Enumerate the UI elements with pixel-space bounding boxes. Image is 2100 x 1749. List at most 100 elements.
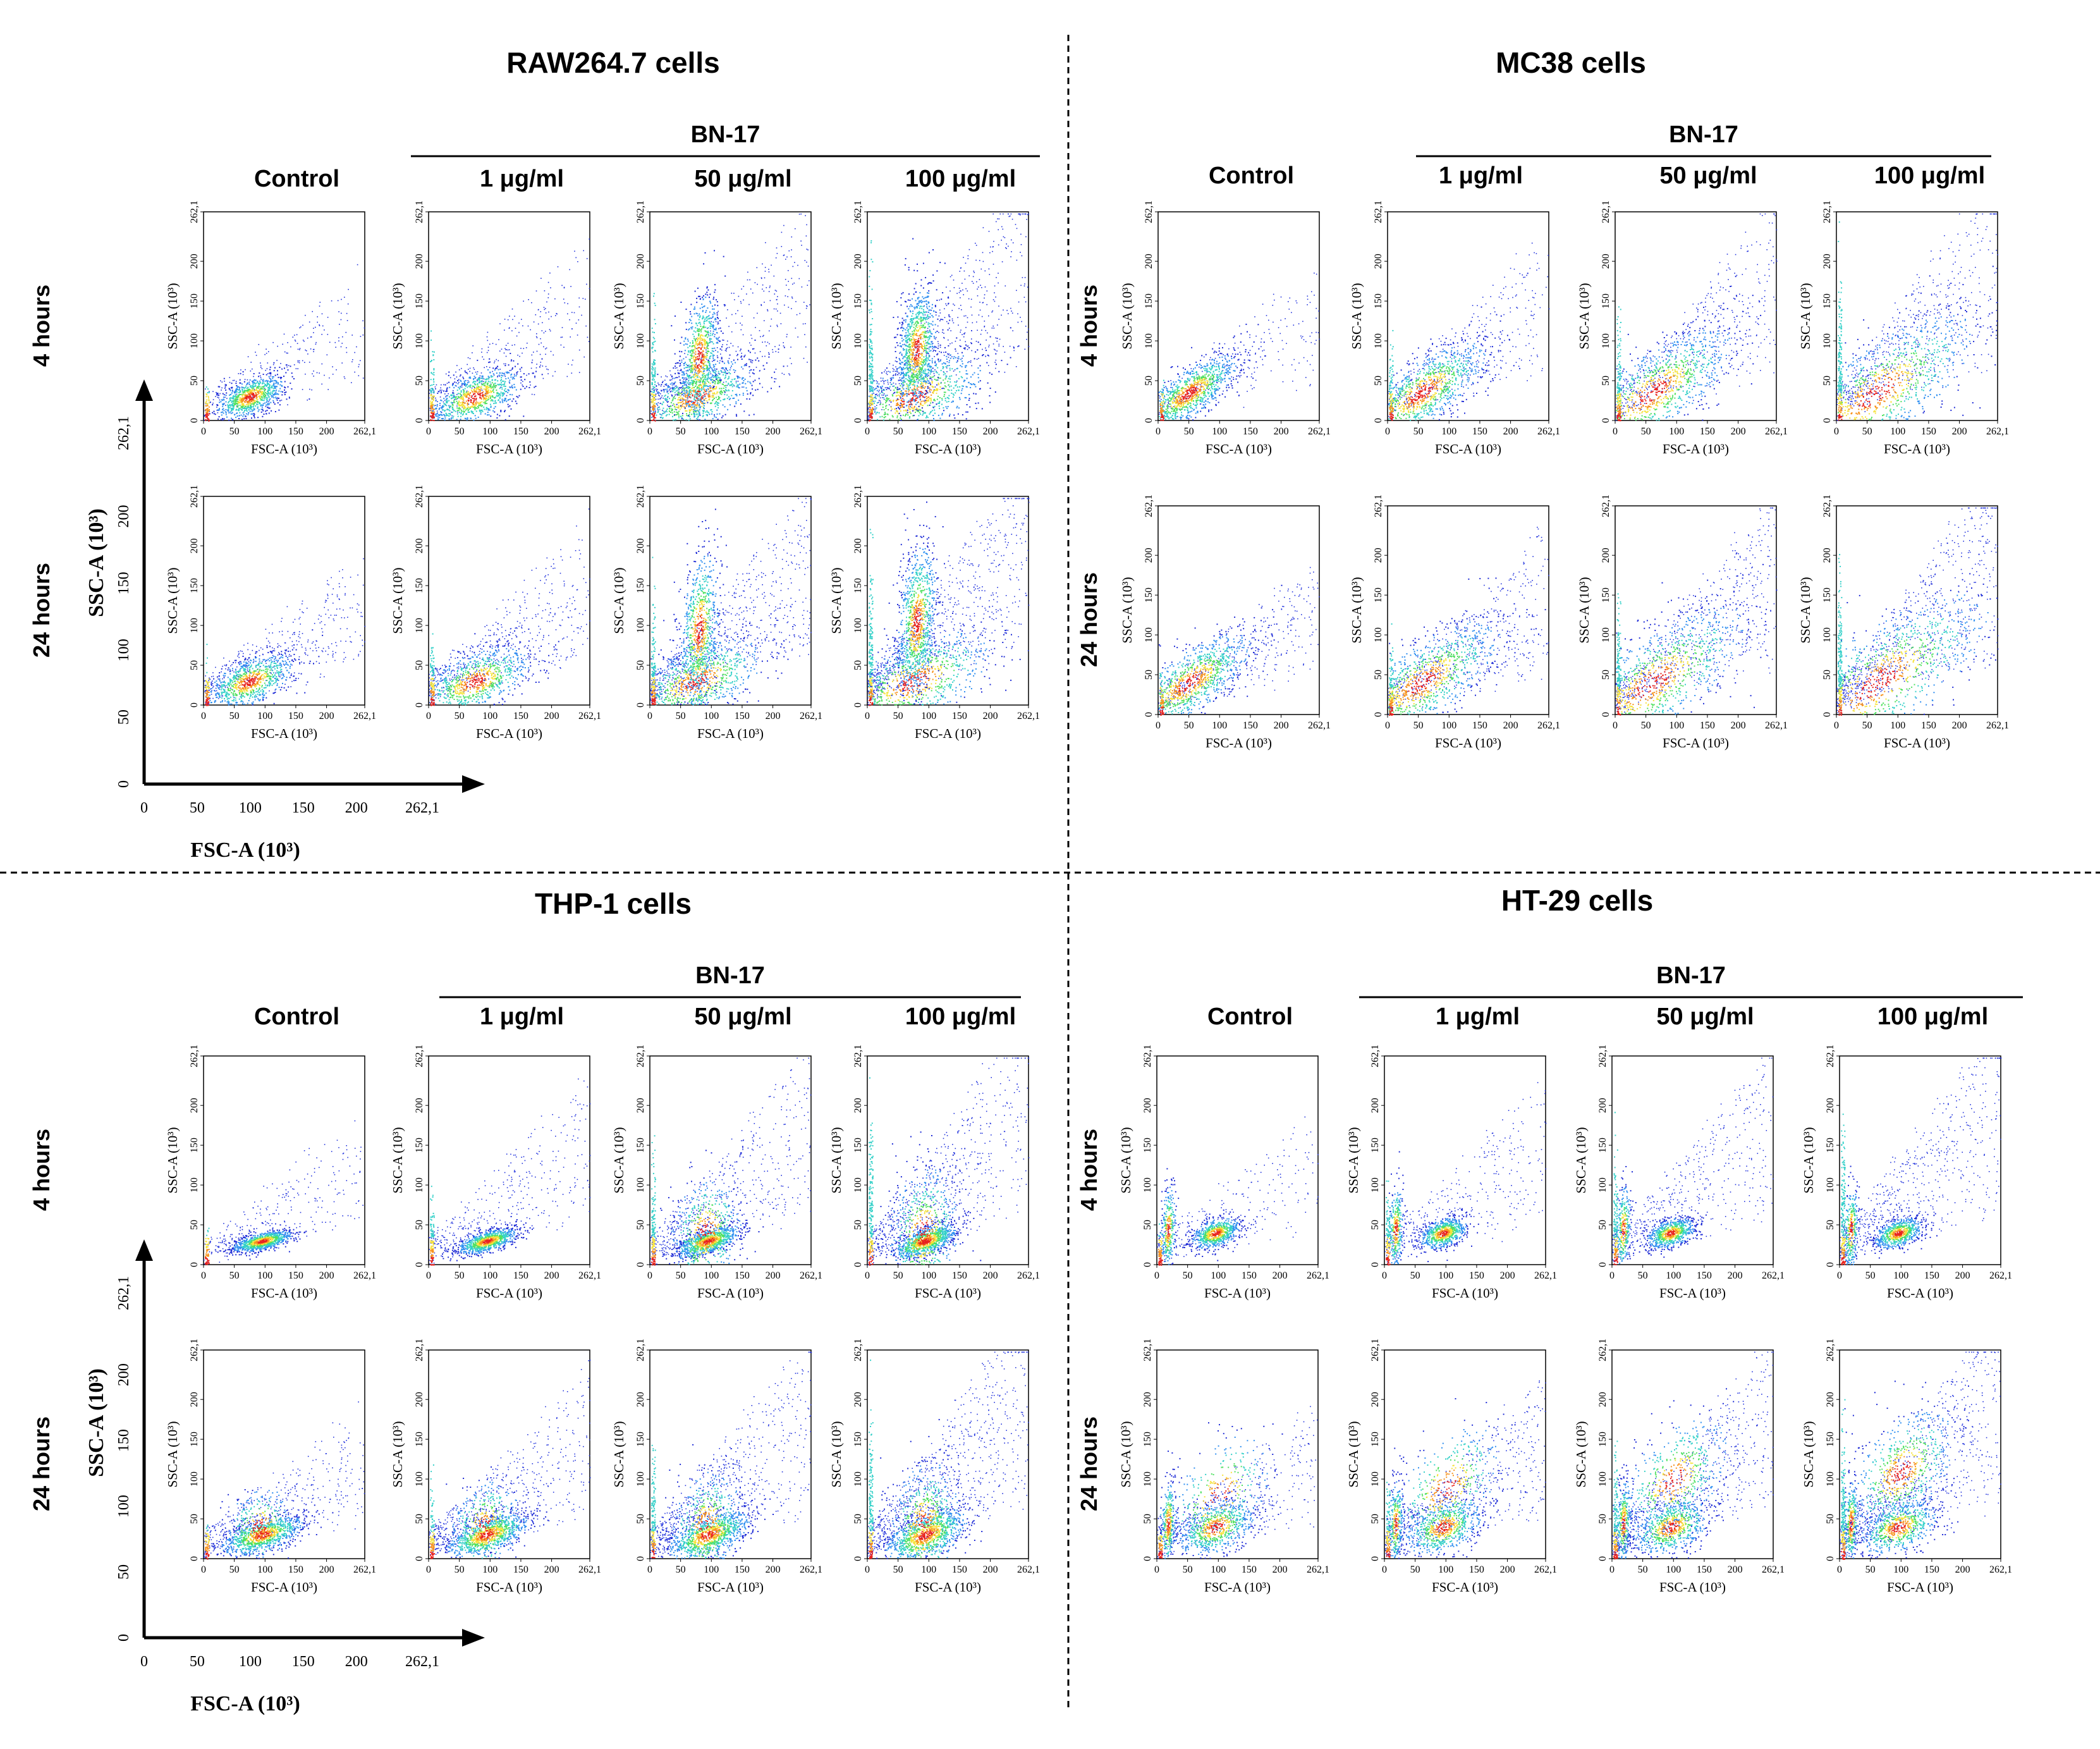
event-dot [269,398,271,400]
event-dot [228,406,229,407]
event-dot [235,383,236,384]
event-dot [292,376,293,377]
event-dot [238,396,240,397]
event-dot [277,400,278,401]
event-dot [247,414,248,415]
event-dot [269,403,270,404]
event-dot [462,377,463,378]
event-dot [499,323,501,324]
event-dot [527,343,528,344]
event-dot [280,377,281,378]
event-dot [264,398,266,400]
event-dot [319,324,320,326]
event-dot [490,404,491,405]
x-axis-label: FSC-A (10³) [251,441,317,457]
event-dot [225,411,226,412]
event-dot [246,404,247,405]
event-dot [307,338,308,339]
event-dot [509,349,510,350]
event-dot [259,344,260,345]
event-dot [261,396,262,397]
event-dot [219,402,220,403]
event-dot [255,395,257,396]
event-dot [536,364,537,365]
event-dot [272,400,274,402]
event-dot [256,403,257,405]
event-dot [508,343,509,344]
y-tick-label: 50 [189,376,200,386]
event-dot [516,336,518,337]
event-dot [205,403,207,404]
event-dot [469,371,470,372]
event-dot [553,355,554,356]
event-dot [440,396,441,398]
event-dot [222,419,223,420]
event-dot [212,391,214,392]
event-dot [254,408,255,410]
event-dot [263,379,264,381]
event-dot [219,408,220,409]
event-dot [487,332,489,333]
event-dot [207,410,208,412]
event-dot [291,388,293,390]
event-dot [487,336,488,338]
event-dot [577,334,578,336]
event-dot [313,376,314,377]
scatter-plot: 005050100100150150200200262,1262,1FSC-A … [165,200,376,457]
event-dot [283,376,284,377]
event-dot [534,377,535,378]
event-dot [253,406,254,407]
event-dot [231,387,233,388]
event-dot [321,334,322,335]
event-dot [255,383,256,384]
event-dot [313,351,314,352]
event-dot [247,379,248,381]
event-dot [281,386,283,387]
event-dot [338,300,339,302]
event-dot [549,273,551,274]
event-dot [322,326,324,327]
event-dot [284,390,285,391]
event-dot [489,344,491,345]
event-dot [550,331,551,332]
event-dot [363,334,364,336]
event-dot [251,417,252,419]
event-dot [253,376,254,377]
event-dot [240,373,241,374]
event-dot [226,414,227,415]
event-dot [477,379,478,381]
event-dot [243,374,244,376]
event-dot [252,388,253,390]
event-dot [331,300,333,302]
event-dot [228,407,229,408]
event-dot [259,390,260,391]
event-dot [446,390,448,391]
event-dot [453,395,455,396]
event-dot [249,396,250,398]
event-dot [518,322,520,324]
event-dot [537,337,538,338]
event-dot [274,380,275,381]
event-dot [205,393,207,395]
event-dot [285,391,286,393]
event-dot [512,367,513,369]
event-dot [305,350,306,351]
event-dot [579,307,580,308]
event-dot [217,409,219,410]
event-dot [511,386,512,388]
event-dot [548,282,549,283]
event-dot [531,368,532,369]
event-dot [456,365,458,366]
event-dot [352,359,353,360]
event-dot [484,367,485,369]
event-dot [271,379,272,381]
event-dot [348,289,349,290]
event-dot [284,394,286,395]
event-dot [250,398,252,399]
event-dot [237,386,238,388]
event-dot [281,400,283,401]
event-dot [296,368,297,369]
event-dot [430,410,431,411]
event-dot [335,347,336,348]
event-dot [241,403,243,405]
